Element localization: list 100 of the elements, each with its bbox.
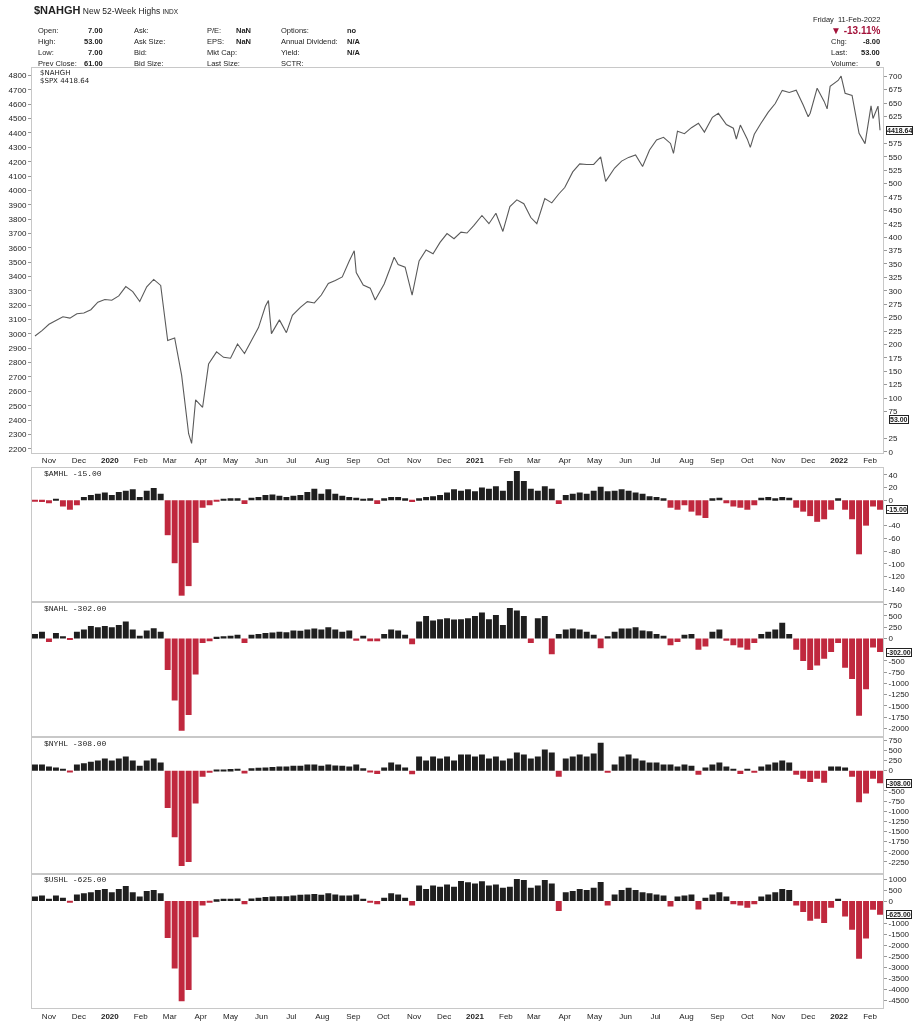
y2-tick-label: 675	[888, 85, 903, 95]
y-tick-label: 2600	[8, 387, 27, 397]
y-tick-label: -750	[888, 796, 906, 806]
x-tick-label: May	[222, 1011, 239, 1021]
y2-tick-label: 325	[888, 273, 903, 283]
x-tick-label: Oct	[741, 456, 755, 466]
y-tick-label: -2000	[888, 724, 910, 734]
y2-tick-label: 200	[888, 340, 903, 350]
x-tick-label: Dec	[801, 1011, 816, 1021]
y-tick-label: -1750	[888, 712, 910, 722]
bar	[409, 901, 416, 906]
y-tick-label: -1000	[888, 807, 910, 817]
y-tick-label: 750	[888, 736, 903, 746]
bar	[751, 770, 758, 773]
y-tick-label: -40	[888, 521, 901, 531]
x-tick-label: Jul	[650, 456, 661, 466]
bar	[744, 768, 751, 771]
x-tick-label: 2020	[100, 1011, 120, 1021]
y-tick-label: -2250	[888, 857, 910, 867]
y-tick-label: 3900	[8, 200, 27, 210]
bar	[597, 638, 604, 649]
x-tick-label: Jun	[619, 456, 633, 466]
y-tick-label: -4000	[888, 984, 910, 994]
x-tick-label: Dec	[436, 456, 452, 466]
y-tick-label: 250	[888, 756, 903, 766]
x-tick-label: Feb	[863, 1011, 878, 1021]
bar	[548, 638, 555, 655]
y-tick-label: -1250	[888, 690, 910, 700]
y2-tick-label: 375	[888, 246, 903, 256]
x-tick-label: Nov	[406, 1011, 422, 1021]
bar	[66, 638, 73, 641]
y2-tick-label: 550	[888, 152, 903, 162]
chart-title: $USHL -625.00	[44, 875, 107, 884]
x-tick-label: Oct	[376, 456, 391, 466]
bar	[604, 770, 611, 773]
bar	[835, 498, 842, 501]
y-tick-label: -60	[888, 534, 901, 544]
bar	[248, 898, 255, 902]
y-tick-label: 3500	[8, 257, 27, 267]
x-tick-label: Mar	[162, 456, 177, 466]
x-tick-label: Jun	[255, 456, 268, 466]
x-tick-label: Feb	[133, 1011, 149, 1021]
x-tick-label: Oct	[376, 1011, 391, 1021]
x-tick-label: Jul	[286, 1011, 297, 1021]
y-tick-label: -2000	[888, 847, 910, 857]
bar	[409, 638, 416, 645]
y-tick-label: 4300	[8, 143, 27, 153]
y-tick-label: 2700	[8, 372, 27, 382]
y-tick-label: 3400	[8, 272, 27, 282]
bar	[45, 638, 52, 643]
x-tick-label: Sep	[710, 1011, 726, 1021]
y-tick-label: 40	[888, 470, 899, 480]
y2-tick-label: 625	[888, 112, 903, 122]
x-tick-label: Jun	[619, 1011, 633, 1021]
x-tick-label: Jul	[286, 456, 297, 466]
x-tick-label: Nov	[771, 456, 786, 466]
x-tick-label: Oct	[741, 1011, 755, 1021]
y2-tick-label: 225	[888, 326, 903, 336]
x-tick-label: 2021	[466, 456, 485, 466]
y-tick-label: -140	[888, 585, 906, 595]
bar	[667, 901, 674, 907]
x-tick-label: Aug	[315, 456, 330, 466]
x-tick-label: Dec	[71, 456, 87, 466]
y-tick-label: 4700	[8, 85, 27, 95]
bar	[52, 498, 59, 501]
y2-tick-label: 650	[888, 98, 903, 108]
x-tick-label: 2020	[100, 456, 120, 466]
y2-tick-label: 425	[888, 219, 903, 229]
bar	[374, 500, 381, 504]
y2-tick-label: 150	[888, 367, 903, 377]
y-tick-label: 4800	[8, 71, 27, 81]
y-tick-label: 2200	[8, 444, 27, 454]
y-tick-label: 2900	[8, 344, 27, 354]
y-tick-label: 0	[888, 766, 894, 776]
y-tick-label: -1500	[888, 929, 910, 939]
y-tick-label: -120	[888, 572, 906, 582]
y-tick-label: 2400	[8, 415, 27, 425]
line-series	[34, 75, 881, 444]
y2-tick-label: 400	[888, 232, 903, 242]
bar	[555, 500, 562, 504]
y-tick-label: -1250	[888, 817, 910, 827]
x-tick-label: Nov	[41, 456, 57, 466]
x-tick-label: Mar	[162, 1011, 177, 1021]
y-tick-label: 2800	[8, 358, 27, 368]
bar	[555, 901, 562, 911]
y-tick-label: -2000	[888, 940, 910, 950]
y-tick-label: 0	[888, 495, 894, 505]
y-tick-label: 4200	[8, 157, 27, 167]
bar	[248, 768, 255, 771]
y-tick-label: 4400	[8, 128, 27, 138]
x-tick-label: Feb	[863, 456, 878, 466]
x-tick-label: Feb	[133, 456, 149, 466]
x-tick-label: 2021	[466, 1011, 485, 1021]
x-tick-label: Feb	[498, 456, 514, 466]
x-tick-label: Nov	[41, 1011, 57, 1021]
y-tick-label: 3000	[8, 329, 27, 339]
x-tick-label: Nov	[771, 1011, 786, 1021]
y2-tick-label: 450	[888, 206, 903, 216]
y2-tick-label: 75	[888, 407, 899, 417]
y-tick-label: -1500	[888, 701, 910, 711]
